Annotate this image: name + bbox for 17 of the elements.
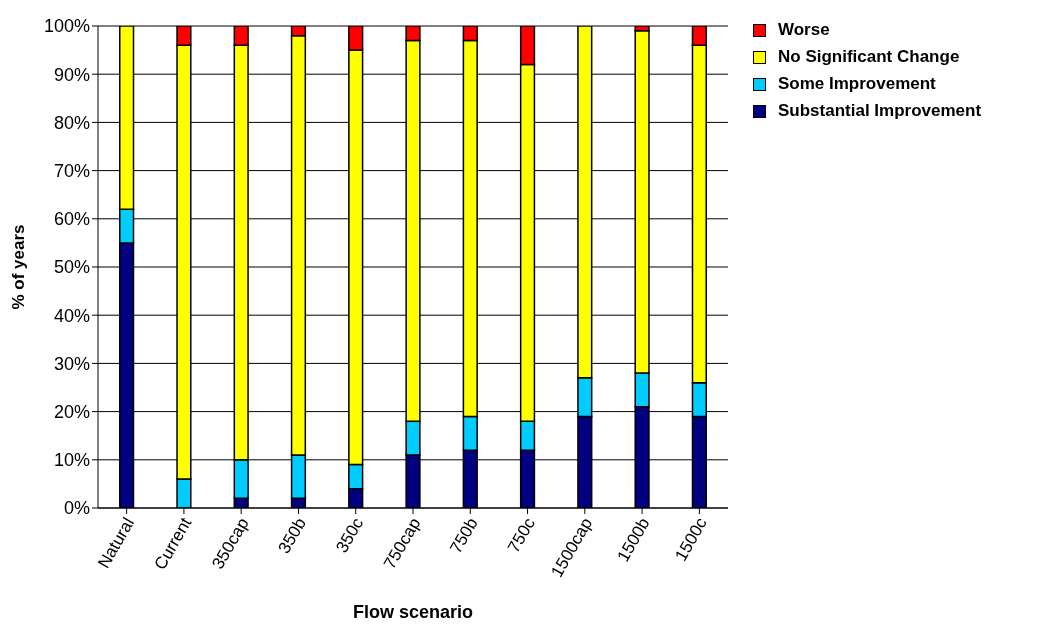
y-tick-label: 30% <box>53 353 90 374</box>
y-tick-label: 80% <box>53 112 90 133</box>
legend-label: Some Improvement <box>778 74 936 94</box>
y-tick-label: 50% <box>53 257 90 278</box>
y-tick-label: 10% <box>53 450 90 471</box>
y-tick-label: 90% <box>53 64 90 85</box>
y-tick-label: 70% <box>53 160 90 181</box>
y-tick-label: 0% <box>63 498 90 519</box>
y-axis-title: % of years <box>9 224 29 310</box>
y-tick-label: 100% <box>43 16 90 37</box>
y-tick-label: 40% <box>53 305 90 326</box>
y-tick-label: 20% <box>53 401 90 422</box>
legend-label: No Significant Change <box>778 47 960 67</box>
legend-label: Substantial Improvement <box>778 101 982 121</box>
y-tick-label: 60% <box>53 209 90 230</box>
legend-label: Worse <box>778 20 830 40</box>
x-axis-title: Flow scenario <box>352 602 474 622</box>
